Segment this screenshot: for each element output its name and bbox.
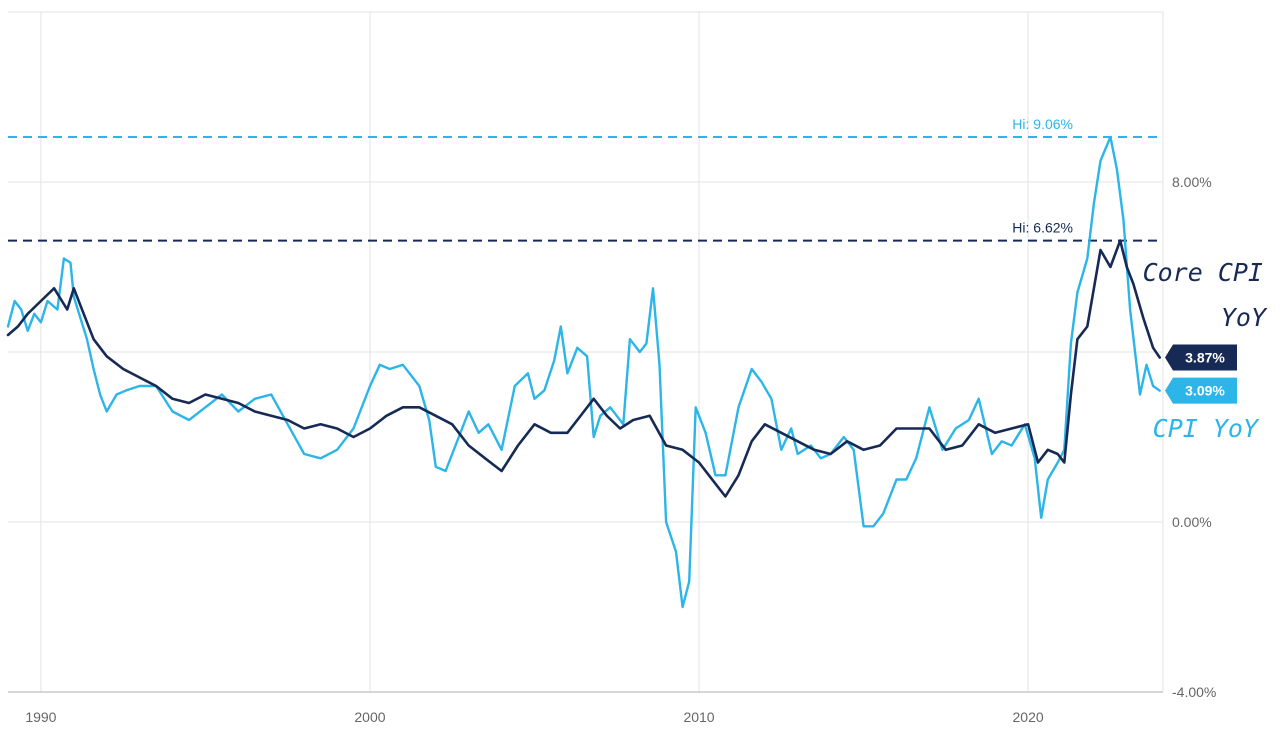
core-end-value: 3.87% [1185,350,1225,366]
cpi-hi-label: Hi: 9.06% [1012,116,1073,132]
core-series-name-line2: YoY [1221,303,1268,332]
x-tick-label: 2000 [354,709,385,725]
x-tick-label: 2010 [683,709,714,725]
grid-lines [8,11,1164,693]
core-hi-label: Hi: 6.62% [1012,220,1073,236]
high-reference-lines: Hi: 9.06% Hi: 6.62% [8,116,1163,242]
x-tick-label: 1990 [25,709,56,725]
cpi-series-line [6,135,1161,609]
cpi-end-value: 3.09% [1185,383,1225,399]
core-end-badge [1165,344,1237,371]
y-tick-label: -4.00% [1172,684,1216,700]
core-series-line [6,239,1161,498]
x-tick-label: 2020 [1013,709,1044,725]
core-series-name-line1: Core CPI [1143,258,1263,287]
y-tick-label: 8.00% [1172,174,1212,190]
cpi-series-name: CPI YoY [1153,414,1260,443]
series-labels: 3.09% 3.87% Core CPI YoY CPI YoY [1143,258,1268,443]
cpi-end-badge [1165,377,1237,404]
series-lines [6,135,1161,609]
y-tick-label: 0.00% [1172,514,1212,530]
